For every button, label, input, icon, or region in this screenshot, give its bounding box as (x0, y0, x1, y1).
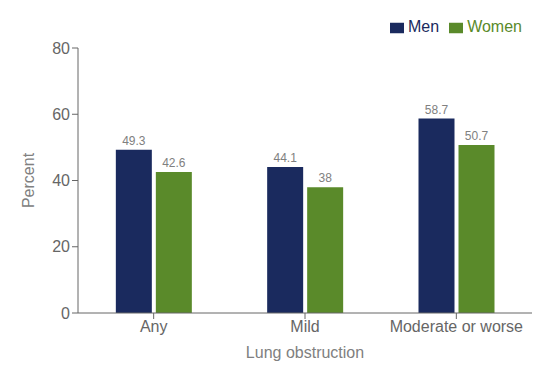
svg-text:49.3: 49.3 (122, 134, 146, 148)
svg-text:44.1: 44.1 (273, 151, 297, 165)
svg-text:58.7: 58.7 (425, 103, 449, 117)
svg-text:20: 20 (52, 238, 70, 255)
svg-text:40: 40 (52, 172, 70, 189)
svg-text:0: 0 (61, 305, 70, 322)
svg-text:42.6: 42.6 (162, 156, 186, 170)
svg-text:80: 80 (52, 40, 70, 57)
svg-text:50.7: 50.7 (465, 129, 489, 143)
svg-text:Lung obstruction: Lung obstruction (246, 344, 364, 361)
svg-text:Any: Any (140, 318, 168, 335)
svg-text:Moderate or worse: Moderate or worse (390, 318, 523, 335)
svg-text:38: 38 (318, 171, 332, 185)
svg-text:60: 60 (52, 106, 70, 123)
html-text:Men: Men (408, 18, 440, 35)
svg-text:Mild: Mild (290, 318, 319, 335)
svg-text:Percent: Percent (20, 152, 37, 208)
html-text:Women: Women (467, 18, 522, 35)
